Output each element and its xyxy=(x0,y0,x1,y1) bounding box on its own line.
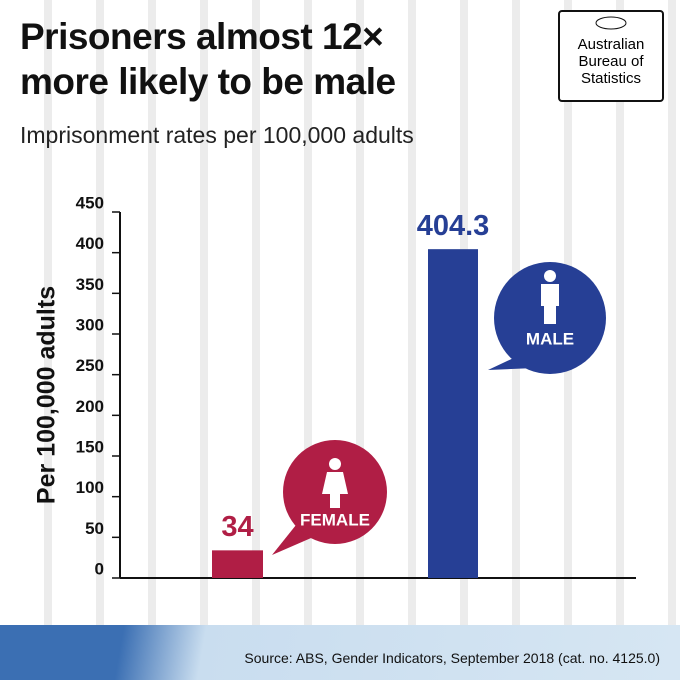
category-label: MALE xyxy=(526,329,574,348)
y-tick-label: 200 xyxy=(76,397,104,416)
footer-band xyxy=(0,625,680,680)
y-tick-label: 100 xyxy=(76,478,104,497)
logo-line: Statistics xyxy=(580,70,641,87)
chart: Per 100,000 adults 0 50 100 150 200 250 300 350… xyxy=(33,193,636,579)
category-label: FEMALE xyxy=(300,510,370,529)
y-tick-label: 250 xyxy=(76,356,104,375)
logo: Australian Bureau of Statistics xyxy=(558,10,664,102)
logo-line: Bureau of xyxy=(578,53,644,70)
y-tick-label: 150 xyxy=(76,437,104,456)
male-bubble xyxy=(488,262,606,374)
y-tick-label: 300 xyxy=(76,315,104,334)
chart-subtitle: Imprisonment rates per 100,000 adults xyxy=(20,122,414,148)
source: Source: ABS, Gender Indicators, Septembe… xyxy=(244,650,660,666)
y-axis-label: Per 100,000 adults xyxy=(33,286,61,504)
y-tick-label: 450 xyxy=(76,193,104,212)
y-tick-label: 400 xyxy=(76,234,104,253)
y-tick-label: 0 xyxy=(95,559,104,578)
y-tick-label: 50 xyxy=(85,519,104,538)
value-label: 34 xyxy=(221,511,253,543)
bar xyxy=(212,550,263,578)
chart-title: Prisoners almost 12× more likely to be m… xyxy=(20,16,396,102)
bar xyxy=(428,249,478,579)
value-label: 404.3 xyxy=(417,210,490,242)
logo-crest xyxy=(595,16,627,30)
logo-line: Australian xyxy=(577,36,645,53)
y-tick-label: 350 xyxy=(76,275,104,294)
female-bubble xyxy=(272,440,387,555)
